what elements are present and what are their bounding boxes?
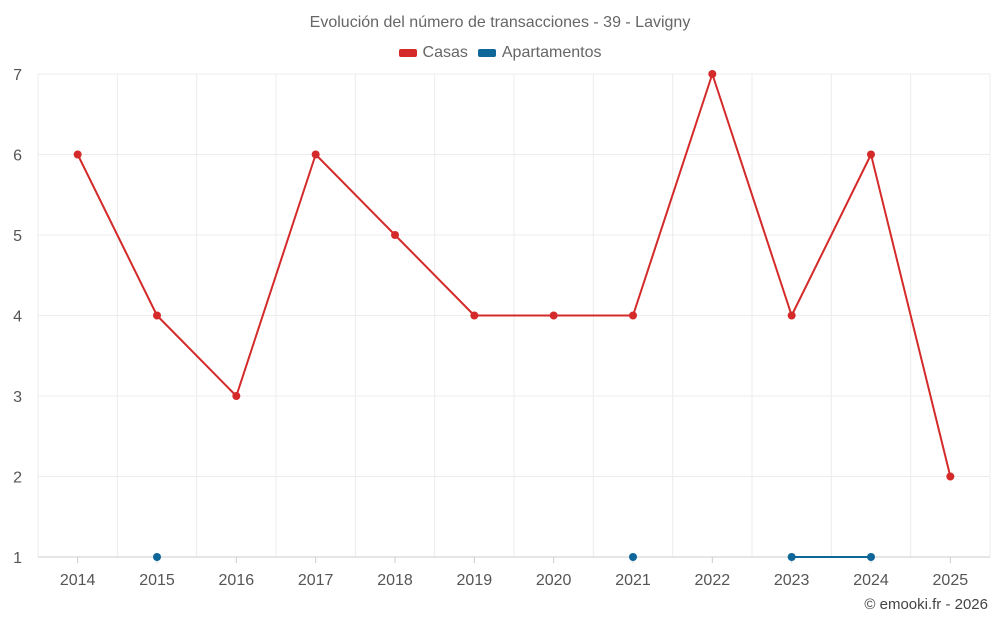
legend-label-apartamentos: Apartamentos [501,44,602,61]
data-point-apartamentos [867,553,875,561]
data-point-casas [311,150,320,159]
legend-swatch-casas [398,49,417,57]
x-tick-label: 2023 [774,572,810,589]
data-point-casas [73,150,82,159]
x-tick-label: 2025 [933,572,969,589]
y-tick-label: 1 [13,550,22,567]
data-point-casas [153,311,161,320]
x-tick-label: 2015 [139,572,175,589]
chart-title: Evolución del número de transacciones - … [309,14,691,31]
x-tick-label: 2019 [457,572,493,589]
data-point-casas [549,311,558,320]
data-point-casas [629,311,637,320]
x-tick-label: 2018 [377,572,413,589]
legend: Casas Apartamentos [0,44,1000,62]
data-point-casas [946,472,955,481]
data-point-apartamentos [153,553,161,561]
x-tick-label: 2022 [695,572,731,589]
y-tick-label: 5 [13,228,22,245]
data-point-casas [391,231,399,239]
x-tick-label: 2014 [60,572,96,589]
y-tick-label: 3 [13,389,22,406]
data-point-casas [708,70,717,78]
x-tick-label: 2017 [298,572,334,589]
data-point-casas [470,311,479,320]
series-line-casas [76,73,952,477]
y-tick-label: 4 [13,309,22,326]
data-point-casas [787,311,796,320]
credit-text: © emooki.fr - 2026 [864,596,988,613]
legend-swatch-apartamentos [477,49,496,57]
y-tick-label: 7 [13,67,22,84]
x-tick-label: 2021 [615,572,651,589]
x-tick-label: 2016 [219,572,255,589]
legend-label-casas: Casas [422,44,468,61]
x-tick-label: 2020 [536,572,572,589]
legend-item-apartamentos[interactable]: Apartamentos [477,44,602,62]
y-tick-label: 2 [13,470,22,487]
y-tick-label: 6 [13,148,22,165]
data-point-casas [867,150,875,159]
data-point-apartamentos [629,553,637,561]
legend-item-casas[interactable]: Casas [398,44,468,62]
x-tick-label: 2024 [853,572,889,589]
data-point-apartamentos [787,553,796,561]
data-point-casas [232,392,241,400]
